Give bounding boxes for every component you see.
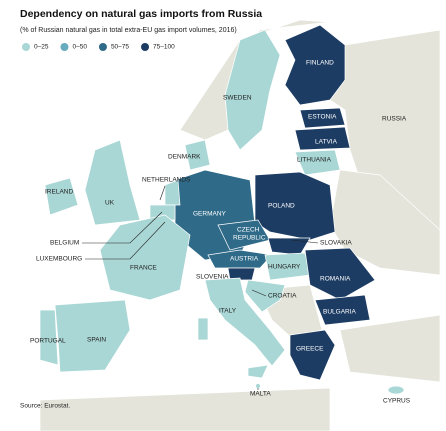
country-label: BELGIUM: [50, 240, 79, 247]
leader-lines: [82, 185, 319, 390]
legend-label: 0–50: [72, 44, 87, 51]
country-label: GREECE: [296, 346, 324, 353]
country-label: AUSTRIA: [230, 256, 259, 263]
legend-swatch: [60, 43, 69, 51]
country-label: POLAND: [268, 203, 295, 210]
title: Dependency on natural gas imports from R…: [20, 8, 262, 20]
legend-swatch: [141, 43, 150, 51]
country-label: HUNGARY: [268, 264, 301, 271]
country-label: ESTONIA: [308, 114, 337, 121]
legend-swatch: [98, 43, 107, 51]
country-label: DENMARK: [168, 154, 201, 161]
country-label: FINLAND: [306, 60, 334, 67]
country-label: SWEDEN: [223, 95, 252, 102]
country-label: SLOVENIA: [196, 274, 229, 281]
country-label: PORTUGAL: [30, 338, 66, 345]
country-label: MALTA: [250, 391, 271, 398]
legend-label: 0–25: [34, 44, 49, 51]
country-label: RUSSIA: [382, 116, 407, 123]
country-label: CROATIA: [268, 293, 297, 300]
country-labels: FINLAND SWEDEN RUSSIA ESTONIA LATVIA LIT…: [30, 60, 411, 405]
country-label: IRELAND: [45, 189, 73, 196]
country-label: BULGARIA: [323, 309, 357, 316]
country-label: LUXEMBOURG: [36, 256, 82, 263]
country-label: CYPRUS: [383, 398, 411, 405]
country-label: REPUBLIC: [233, 235, 266, 242]
legend-label: 50–75: [111, 44, 129, 51]
legend: 0–25 0–50 50–75 75–100: [22, 43, 175, 51]
country-label: ROMANIA: [320, 276, 351, 283]
country-label: CZECH: [237, 227, 260, 234]
country-label: GERMANY: [193, 211, 227, 218]
country-label: LITHUANIA: [297, 157, 332, 164]
country-label: FRANCE: [130, 265, 157, 272]
country-label: SPAIN: [87, 337, 106, 344]
country-label: LATVIA: [315, 139, 338, 146]
subtitle: (% of Russian natural gas in total extra…: [20, 27, 237, 34]
source: Source: Eurostat.: [20, 403, 70, 410]
legend-label: 75–100: [153, 44, 175, 51]
country-label: SLOVAKIA: [320, 240, 352, 247]
land: [39, 19, 441, 431]
legend-swatch: [22, 43, 30, 51]
country-label: NETHERLANDS: [142, 177, 191, 184]
country-label: UK: [105, 200, 115, 207]
country-label: ITALY: [219, 308, 237, 315]
